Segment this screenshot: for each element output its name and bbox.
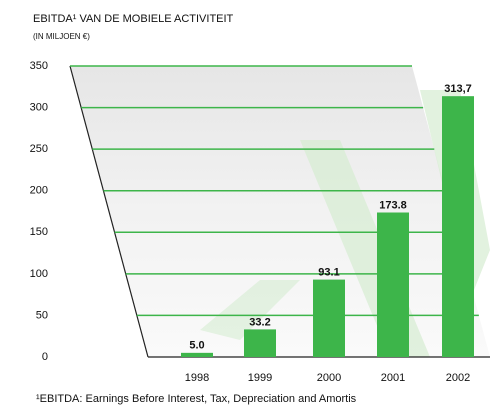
x-tick-label: 2000 [317,372,341,384]
bar [377,212,409,357]
value-label: 33.2 [249,316,270,328]
x-tick-label: 2002 [446,372,470,384]
footnote: ¹EBITDA: Earnings Before Interest, Tax, … [36,393,357,405]
x-tick-label: 1999 [248,372,272,384]
bar [442,96,474,358]
y-tick-label: 0 [42,351,48,363]
chart-subtitle: (IN MILJOEN €) [33,32,90,41]
y-tick-label: 200 [30,185,48,197]
y-tick-label: 250 [30,143,48,155]
value-label: 5.0 [189,340,204,352]
bar [313,279,345,357]
y-tick-label: 50 [36,309,48,321]
x-tick-label: 1998 [185,372,209,384]
bar [244,329,276,357]
value-label: 173.8 [379,199,407,211]
decor [200,280,300,340]
y-tick-label: 300 [30,101,48,113]
value-label: 313,7 [444,83,472,95]
y-axis [69,65,149,358]
value-label: 93.1 [318,267,339,279]
y-tick-label: 100 [30,268,48,280]
y-tick-label: 350 [30,60,48,72]
y-tick-label: 150 [30,226,48,238]
bar [181,352,213,357]
chart-title: EBITDA¹ VAN DE MOBIELE ACTIVITEIT [33,13,234,25]
x-tick-label: 2001 [381,372,405,384]
